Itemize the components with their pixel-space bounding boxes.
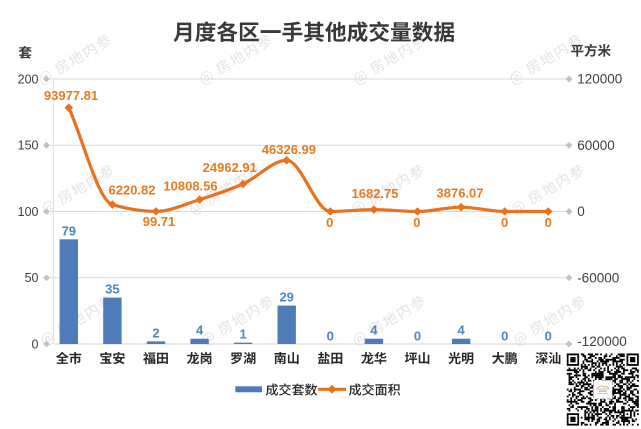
svg-text:79: 79 [62,223,76,238]
svg-text:50: 50 [25,271,39,285]
svg-text:35: 35 [105,282,119,297]
svg-text:1682.75: 1682.75 [352,186,399,201]
svg-text:0: 0 [327,328,334,343]
svg-text:1: 1 [239,327,246,342]
svg-text:46326.99: 46326.99 [262,142,316,157]
svg-text:0: 0 [501,215,508,230]
svg-text:0: 0 [326,215,333,230]
svg-text:-120000: -120000 [577,334,627,349]
svg-text:0: 0 [32,337,39,351]
svg-text:4: 4 [196,323,204,338]
svg-text:99.71: 99.71 [143,214,176,229]
svg-text:93977.81: 93977.81 [44,88,98,103]
svg-text:0: 0 [577,204,585,219]
svg-text:4: 4 [370,323,378,338]
svg-text:6220.82: 6220.82 [109,183,156,198]
svg-text:150: 150 [18,139,39,153]
svg-text:24962.91: 24962.91 [203,160,257,175]
svg-text:0: 0 [413,215,420,230]
svg-text:200: 200 [18,72,39,86]
svg-text:2: 2 [152,325,159,340]
svg-text:4: 4 [457,323,465,338]
svg-text:100: 100 [18,205,39,219]
svg-text:0: 0 [501,328,508,343]
svg-text:0: 0 [414,328,421,343]
svg-text:-60000: -60000 [577,270,619,285]
svg-text:10808.56: 10808.56 [163,179,217,194]
svg-text:120000: 120000 [577,72,622,87]
svg-text:29: 29 [279,290,293,305]
svg-text:0: 0 [545,215,552,230]
svg-text:0: 0 [545,328,552,343]
svg-text:3876.07: 3876.07 [437,186,484,201]
svg-text:60000: 60000 [577,138,615,153]
